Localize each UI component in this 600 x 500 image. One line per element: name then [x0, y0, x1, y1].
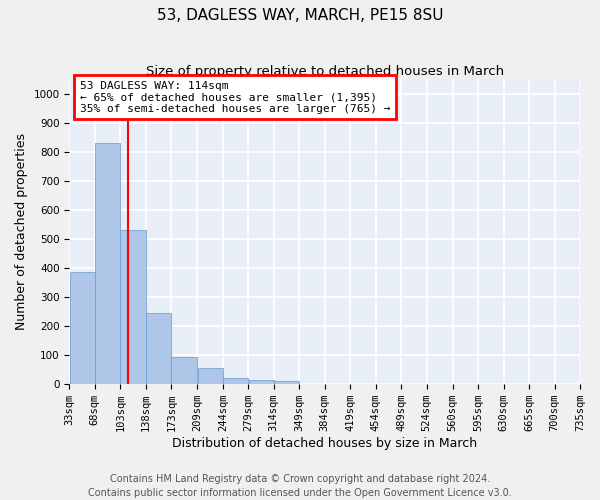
Bar — [172, 356, 197, 384]
Bar — [274, 380, 299, 384]
Bar — [248, 380, 274, 384]
Bar — [197, 368, 223, 384]
Bar — [223, 378, 248, 384]
Bar — [70, 272, 95, 384]
Text: 53, DAGLESS WAY, MARCH, PE15 8SU: 53, DAGLESS WAY, MARCH, PE15 8SU — [157, 8, 443, 22]
Bar — [95, 143, 120, 384]
Text: Contains HM Land Registry data © Crown copyright and database right 2024.
Contai: Contains HM Land Registry data © Crown c… — [88, 474, 512, 498]
Bar — [121, 230, 146, 384]
Y-axis label: Number of detached properties: Number of detached properties — [15, 133, 28, 330]
Title: Size of property relative to detached houses in March: Size of property relative to detached ho… — [146, 65, 504, 78]
Bar — [146, 313, 171, 384]
X-axis label: Distribution of detached houses by size in March: Distribution of detached houses by size … — [172, 437, 477, 450]
Text: 53 DAGLESS WAY: 114sqm
← 65% of detached houses are smaller (1,395)
35% of semi-: 53 DAGLESS WAY: 114sqm ← 65% of detached… — [80, 80, 390, 114]
